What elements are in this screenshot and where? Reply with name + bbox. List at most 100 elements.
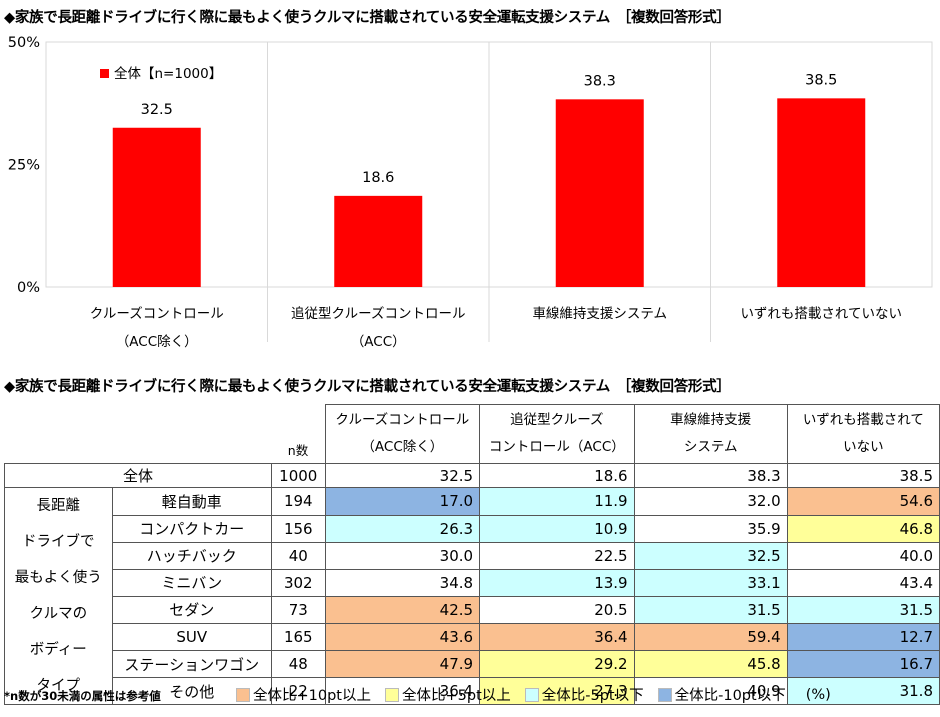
legend-swatch [657, 687, 672, 702]
value-cell: 11.9 [479, 487, 635, 516]
x-tick-label: いずれも搭載されていない [740, 306, 902, 322]
n-cell: 73 [270, 595, 326, 625]
row-label: 軽自動車 [111, 487, 272, 516]
table-title: ◆家族で長距離ドライブに行く際に最もよく使うクルマに搭載されている安全運転支援シ… [4, 379, 731, 395]
legend-item: 全体比-5pt以下 [524, 684, 644, 705]
n-cell: 1000 [270, 462, 326, 489]
data-label: 18.6 [362, 170, 394, 186]
legend-item: 全体比+10pt以上 [236, 684, 371, 705]
legend-swatch [236, 687, 250, 702]
value-cell: 34.8 [324, 568, 481, 597]
value-cell: 27.3 [479, 677, 635, 706]
table-header-row: n数 クルーズコントロール （ACC除く） 追従型クルーズ コントロール（ACC） 車線維… [5, 404, 940, 464]
value-cell: 45.8 [633, 650, 788, 679]
value-cell: 43.4 [786, 568, 940, 597]
n-cell: 40 [270, 541, 326, 570]
table-row: 長距離 ドライブで 最もよく使う クルマの ボディー タイプ 軽自動車 194 17.0 11.9… [4, 487, 940, 706]
n-cell: 194 [270, 487, 326, 516]
value-cell: 38.3 [633, 462, 788, 489]
x-tick-label: 追従型クルーズコントロール [291, 306, 465, 322]
table-row: その他 22 36.4 27.3 40.9 31.8 [5, 677, 940, 706]
row-label: ステーションワゴン [111, 650, 272, 679]
group-label: 長距離 ドライブで 最もよく使う クルマの ボディー タイプ [4, 487, 113, 706]
bar [555, 99, 644, 287]
row-label: ミニバン [111, 568, 272, 597]
column-header: 車線維持支援 システム [633, 404, 788, 464]
bar [112, 127, 201, 287]
data-label: 32.5 [141, 102, 173, 118]
unit-label: (%) [805, 686, 831, 703]
value-cell: 13.9 [479, 568, 635, 597]
row-label: ハッチバック [111, 541, 272, 570]
legend-label: 全体比+10pt以上 [253, 688, 371, 704]
value-cell: 17.0 [324, 487, 481, 516]
row-label: コンパクトカー [111, 514, 272, 543]
bar [777, 98, 866, 287]
legend-item: 全体比+5pt以上 [385, 684, 511, 705]
footer-note: *n数が30未満の属性は参考値 [4, 689, 161, 703]
value-cell: 43.6 [324, 623, 481, 652]
value-cell: 46.8 [786, 514, 940, 543]
legend-swatch [385, 687, 399, 702]
legend-swatch [524, 687, 539, 702]
color-legend: 全体比+10pt以上 全体比+5pt以上 全体比-5pt以下 全体比-10pt以下 (%… [236, 684, 831, 705]
legend-label: 全体比-10pt以下 [674, 688, 786, 704]
y-tick-label: 50% [8, 35, 40, 51]
n-cell: 302 [270, 568, 326, 597]
n-cell: 156 [270, 514, 326, 543]
n-cell: 165 [270, 623, 326, 652]
value-cell: 26.3 [324, 514, 481, 543]
n-header: n数 [271, 404, 326, 464]
value-cell: 31.5 [786, 595, 940, 625]
table-row: ハッチバック 40 30.0 22.5 32.5 40.0 [5, 541, 940, 570]
legend-label: 全体比+5pt以上 [402, 688, 511, 704]
value-cell: 54.6 [786, 487, 940, 516]
n-cell: 48 [270, 650, 326, 679]
value-cell: 10.9 [479, 514, 635, 543]
value-cell: 36.4 [324, 677, 481, 706]
value-cell: 22.5 [479, 541, 635, 570]
data-label: 38.5 [805, 72, 837, 88]
value-cell: 32.5 [324, 462, 481, 489]
legend-label: 全体【n=1000】 [114, 65, 222, 82]
value-cell: 36.4 [479, 623, 635, 652]
bar-chart: 0% 25% 50% 32.5 クルーズコントロール （ACC除く） 18.6 追従型クルーズ… [8, 35, 933, 350]
value-cell: 32.0 [633, 487, 788, 516]
column-header: 追従型クルーズ コントロール（ACC） [479, 404, 635, 464]
value-cell: 40.0 [786, 541, 940, 570]
value-cell: 18.6 [479, 462, 635, 489]
value-cell: 35.9 [633, 514, 788, 543]
row-label: SUV [111, 623, 272, 652]
x-tick-label: 車線維持支援システム [532, 306, 667, 322]
value-cell: 12.7 [786, 623, 940, 652]
column-header: いずれも搭載されて いない [786, 404, 940, 464]
legend-swatch [100, 69, 109, 78]
data-table: n数 クルーズコントロール （ACC除く） 追従型クルーズ コントロール（ACC） 車線維… [4, 404, 940, 706]
value-cell: 29.2 [479, 650, 635, 679]
header-spacer [5, 405, 272, 464]
n-cell: 22 [270, 677, 326, 706]
table-row: ミニバン 302 34.8 13.9 33.1 43.4 [5, 568, 940, 597]
value-cell: 20.5 [479, 595, 635, 625]
legend-item: 全体比-10pt以下 [657, 684, 786, 705]
table-row: コンパクトカー 156 26.3 10.9 35.9 46.8 [5, 514, 940, 543]
x-tick-label: （ACC） [351, 334, 406, 350]
table-row: SUV 165 43.6 36.4 59.4 12.7 [5, 623, 940, 652]
total-row: 全体 1000 32.5 18.6 38.3 38.5 [4, 462, 940, 489]
bar [334, 195, 423, 287]
x-tick-label: クルーズコントロール [90, 306, 224, 322]
value-cell: 38.5 [786, 462, 940, 489]
value-cell: 47.9 [324, 650, 481, 679]
x-tick-label: （ACC除く） [116, 334, 198, 350]
value-cell: 30.0 [324, 541, 481, 570]
value-cell: 33.1 [633, 568, 788, 597]
legend-label: 全体比-5pt以下 [541, 688, 644, 704]
row-label: 全体 [4, 462, 272, 489]
value-cell: 31.8 [786, 677, 940, 706]
y-tick-label: 0% [17, 280, 40, 296]
row-label: セダン [111, 595, 272, 625]
value-cell: 31.5 [633, 595, 788, 625]
y-tick-label: 25% [8, 158, 40, 174]
chart-title: ◆家族で長距離ドライブに行く際に最もよく使うクルマに搭載されている安全運転支援シ… [4, 10, 731, 26]
column-header: クルーズコントロール （ACC除く） [324, 404, 481, 464]
